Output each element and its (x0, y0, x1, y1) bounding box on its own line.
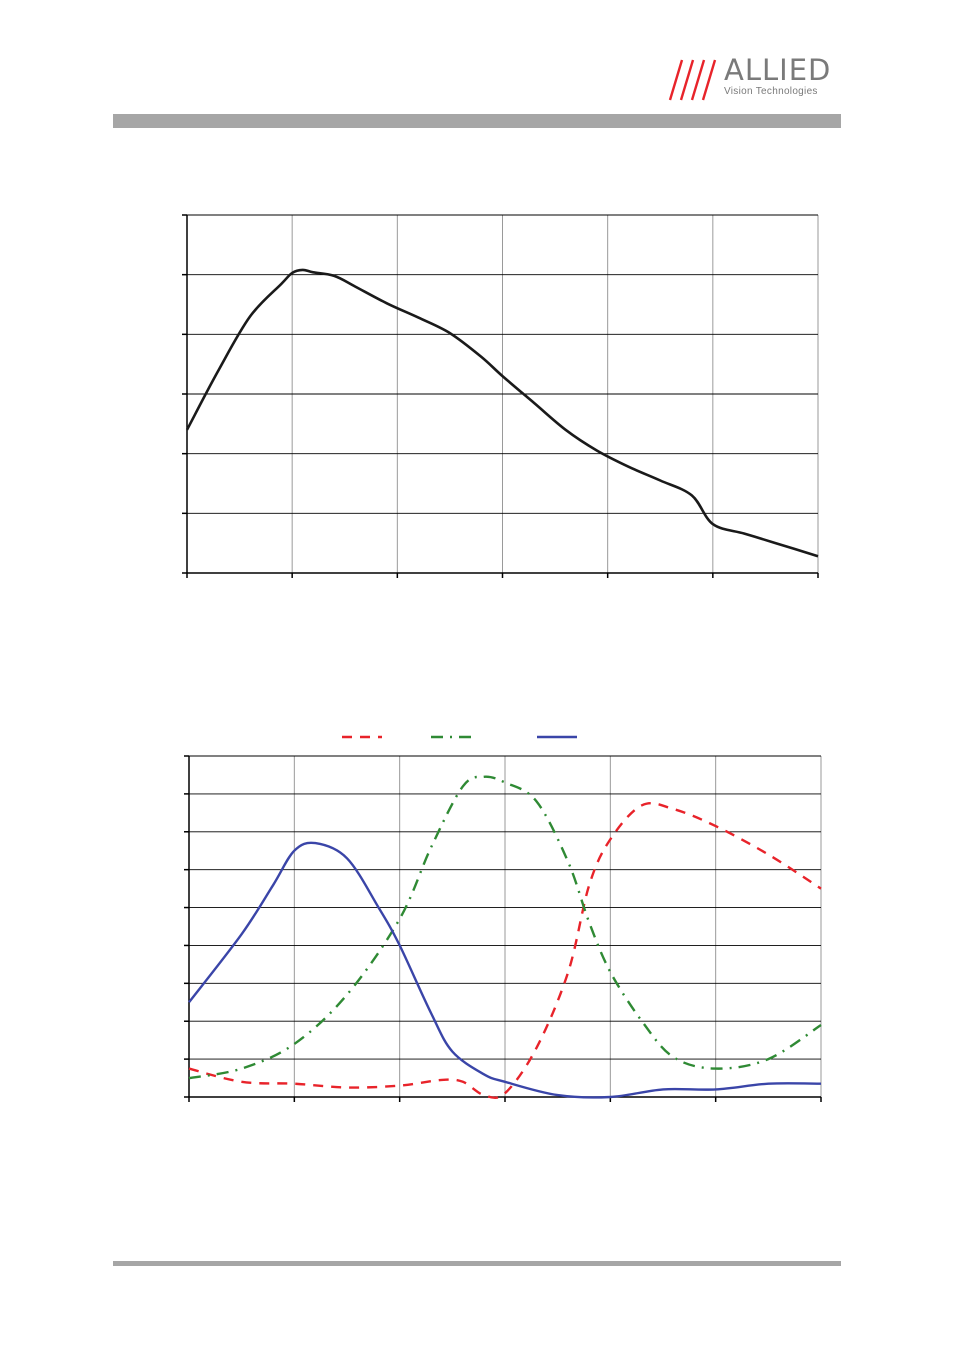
rgb-spectral-response-chart (184, 735, 822, 1102)
header-bar (113, 114, 841, 128)
logo-slashes-icon (668, 59, 717, 101)
footer-bar (113, 1261, 841, 1266)
logo-wordmark: ALLIED (724, 53, 832, 87)
series-line-1 (185, 268, 819, 558)
allied-logo: ALLIED Vision Technologies (668, 53, 843, 102)
series-line-3 (188, 841, 822, 1099)
series-line-1 (188, 802, 822, 1100)
series-line-2 (188, 775, 822, 1080)
logo-tagline: Vision Technologies (724, 86, 818, 97)
spectral-sensitivity-chart (182, 214, 819, 578)
